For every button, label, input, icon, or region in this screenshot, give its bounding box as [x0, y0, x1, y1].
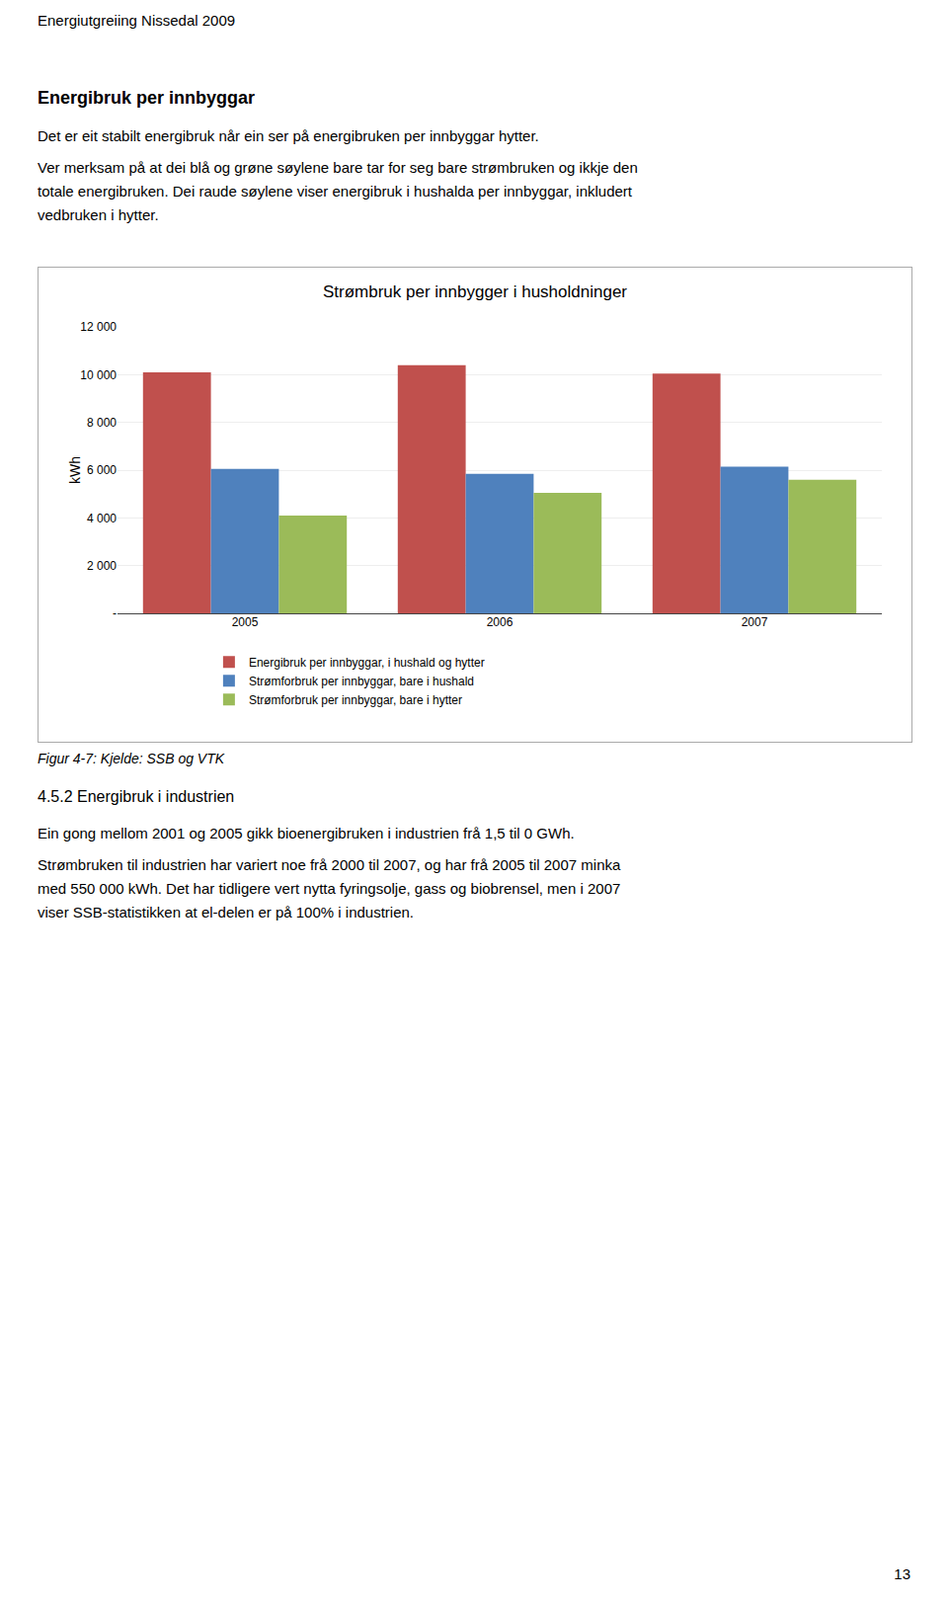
- svg-text:2 000: 2 000: [86, 558, 117, 573]
- svg-text:2006: 2006: [486, 615, 514, 630]
- html-text:Energibruk per innbyggar: Energibruk per innbyggar: [37, 87, 255, 108]
- html-text:viser SSB-statistikken at el-d: viser SSB-statistikken at el-delen er på…: [37, 903, 414, 921]
- svg-text:2007: 2007: [741, 615, 769, 630]
- html-text:4.5.2 Energibruk i industrien: 4.5.2 Energibruk i industrien: [37, 788, 235, 805]
- svg-text:-: -: [112, 606, 117, 621]
- svg-text:6 000: 6 000: [86, 463, 117, 477]
- svg-text:8 000: 8 000: [86, 415, 117, 430]
- svg-text:12 000: 12 000: [79, 319, 117, 334]
- html-text:Strømbruken til industrien har: Strømbruken til industrien har variert n…: [37, 856, 621, 873]
- svg-text:Strømforbruk per innbyggar, ba: Strømforbruk per innbyggar, bare i hytte…: [248, 693, 463, 708]
- svg-text:Energibruk per innbyggar, i hu: Energibruk per innbyggar, i hushald og h…: [248, 655, 485, 670]
- html-text:med 550 000 kWh. Det har tidli: med 550 000 kWh. Det har tidligere vert …: [37, 879, 621, 897]
- html-text:13: 13: [893, 1565, 911, 1582]
- html-text:Det er eit stabilt energibruk: Det er eit stabilt energibruk når ein se…: [37, 127, 539, 145]
- html-text:Ein gong mellom 2001 og 2005 g: Ein gong mellom 2001 og 2005 gikk bioene…: [37, 824, 575, 842]
- svg-text:Strømbruk per innbygger i hush: Strømbruk per innbygger i husholdninger: [322, 282, 628, 302]
- html-text:vedbruken i hytter.: vedbruken i hytter.: [37, 206, 159, 224]
- html-text:Figur 4-7: Kjelde: SSB og VTK: Figur 4-7: Kjelde: SSB og VTK: [37, 750, 225, 767]
- svg-text:Strømforbruk per innbyggar, ba: Strømforbruk per innbyggar, bare i husha…: [248, 674, 474, 689]
- svg-text:10 000: 10 000: [79, 368, 117, 383]
- svg-text:2005: 2005: [232, 615, 259, 630]
- html-text:Energiutgreiing Nissedal 2009: Energiutgreiing Nissedal 2009: [37, 11, 236, 29]
- html-text:totale energibruken. Dei raude: totale energibruken. Dei raude søylene v…: [37, 182, 632, 200]
- svg-text:kWh: kWh: [67, 456, 83, 484]
- html-text:Ver merksam på at dei blå og g: Ver merksam på at dei blå og grøne søyle…: [37, 158, 638, 176]
- svg-text:4 000: 4 000: [86, 511, 117, 526]
